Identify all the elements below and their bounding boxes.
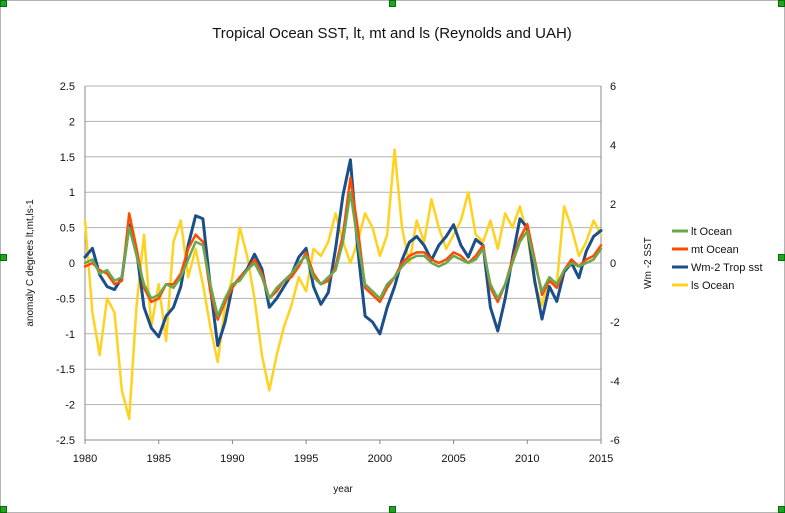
y-tick-label: 1.5 — [60, 152, 75, 164]
y-tick-label: 0.5 — [60, 223, 75, 235]
x-tick-label: 2010 — [515, 453, 539, 465]
series-layer — [83, 148, 603, 421]
legend-label: Wm-2 Trop sst — [691, 262, 763, 274]
legend-label: ls Ocean — [691, 280, 734, 292]
right-axis-title: Wm -2 SST — [643, 237, 654, 289]
y2-tick-label: 6 — [610, 81, 616, 93]
y2-tick-label: -2 — [610, 317, 620, 329]
legend-label: lt Ocean — [691, 226, 732, 238]
y-tick-label: 1 — [69, 187, 75, 199]
y-tick-label: -2.5 — [56, 435, 75, 447]
left-axis-ticks: 2.5 2 1.5 1 0.5 0 -0.5 -1 -1.5 -2 -2.5 — [56, 81, 75, 447]
resize-handle-top-center[interactable] — [389, 0, 396, 7]
left-axis-title: anomaly C degrees lt,mt,ls-1 — [25, 199, 36, 327]
y2-tick-label: 2 — [610, 199, 616, 211]
x-tick-label: 2015 — [589, 453, 613, 465]
x-axis-ticks: 1980 1985 1990 1995 2000 2005 2010 2015 — [73, 440, 613, 465]
x-tick-label: 2000 — [368, 453, 392, 465]
legend-label: mt Ocean — [691, 244, 739, 256]
y-tick-label: 2.5 — [60, 81, 75, 93]
x-tick-label: 1990 — [220, 453, 244, 465]
y-tick-label: 2 — [69, 116, 75, 128]
x-axis-title: year — [333, 484, 353, 495]
resize-handle-top-left[interactable] — [0, 0, 7, 7]
resize-handle-middle-left[interactable] — [0, 254, 7, 261]
series-line-wm-2-trop-sst — [83, 158, 603, 348]
right-axis-ticks: 6 4 2 0 -2 -4 -6 — [610, 81, 620, 447]
series-line-lt-ocean — [83, 190, 603, 318]
y-tick-label: 0 — [69, 258, 75, 270]
x-tick-label: 1985 — [146, 453, 170, 465]
y2-tick-label: -6 — [610, 435, 620, 447]
y-tick-label: -1.5 — [56, 364, 75, 376]
gridlines — [85, 85, 601, 441]
y2-tick-label: 0 — [610, 258, 616, 270]
chart-title: Tropical Ocean SST, lt, mt and ls (Reyno… — [212, 25, 572, 42]
y2-tick-label: 4 — [610, 140, 616, 152]
y-tick-label: -1 — [65, 329, 75, 341]
x-tick-label: 1995 — [294, 453, 318, 465]
x-tick-label: 1980 — [73, 453, 97, 465]
x-tick-label: 2005 — [441, 453, 465, 465]
y-tick-label: -0.5 — [56, 293, 75, 305]
y2-tick-label: -4 — [610, 376, 620, 388]
legend: lt Ocean mt Ocean Wm-2 Trop sst ls Ocean — [672, 226, 763, 292]
y-tick-label: -2 — [65, 400, 75, 412]
